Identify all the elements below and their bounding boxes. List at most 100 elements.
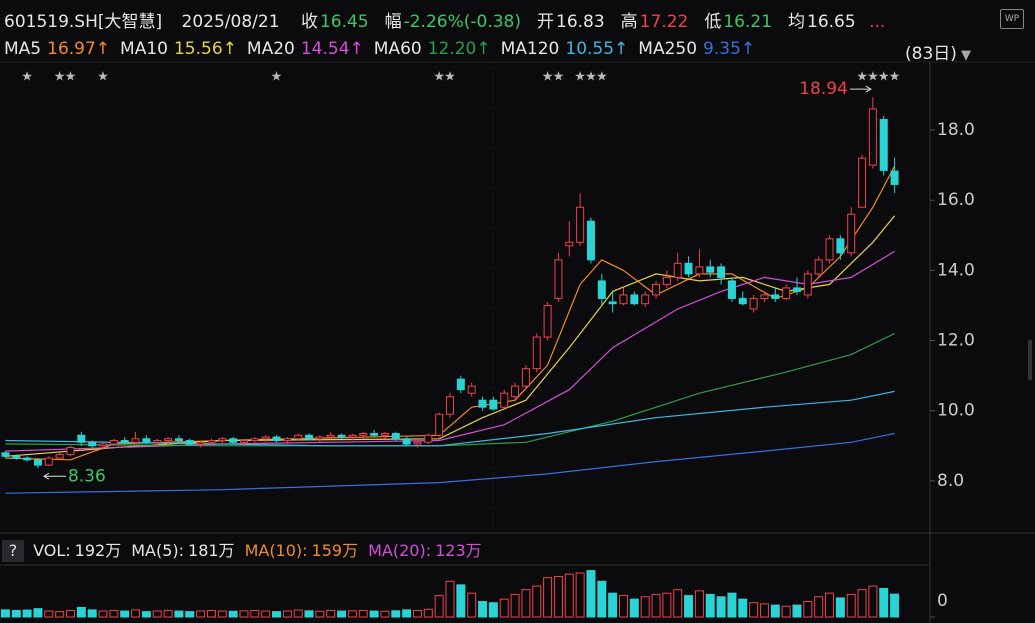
candle-body bbox=[597, 280, 606, 299]
candle-body bbox=[760, 294, 769, 299]
candle-body bbox=[868, 108, 877, 166]
volume-bar bbox=[423, 608, 433, 618]
ma-name: MA10 bbox=[120, 39, 168, 59]
ma-line bbox=[5, 332, 895, 447]
period[interactable]: (83日) ▼ bbox=[905, 44, 972, 64]
volume-bar bbox=[738, 598, 748, 618]
volume-bar bbox=[890, 593, 900, 618]
star: ★ bbox=[65, 70, 77, 85]
candle-body bbox=[858, 157, 867, 208]
candle-body bbox=[814, 259, 823, 275]
candle-body bbox=[641, 294, 650, 305]
candle-body bbox=[478, 399, 487, 408]
volume-bar bbox=[857, 589, 867, 618]
candle-body bbox=[511, 385, 520, 398]
volume-header: ? VOL: 192万 MA(5): 181万 MA(10): 159万 MA(20): 12… bbox=[0, 537, 930, 563]
volume-bar bbox=[868, 585, 878, 618]
candle-body bbox=[792, 287, 801, 292]
candle-body bbox=[66, 447, 75, 456]
period-label: (83日) bbox=[905, 44, 957, 64]
volume-bar bbox=[575, 572, 585, 618]
candle-body bbox=[630, 294, 639, 305]
volume-bar bbox=[532, 585, 542, 618]
volume-bar bbox=[846, 593, 856, 618]
volume-bar bbox=[586, 570, 596, 618]
star: ★ bbox=[433, 70, 445, 85]
candle-body bbox=[424, 434, 433, 443]
low-label: 8.36 bbox=[68, 466, 106, 486]
vol-value: 159万 bbox=[311, 541, 359, 560]
ma-value: 15.56↑ bbox=[173, 39, 237, 59]
candle-body bbox=[803, 273, 812, 296]
field-label: 高 bbox=[620, 12, 638, 32]
y-tick-label: 16.0 bbox=[937, 190, 975, 210]
star: ★ bbox=[444, 70, 456, 85]
volume-bar bbox=[326, 609, 336, 618]
star: ★ bbox=[54, 70, 66, 85]
vol-value: 181万 bbox=[188, 541, 235, 560]
volume-bar bbox=[445, 580, 455, 618]
volume-bar bbox=[770, 604, 780, 618]
candle-body bbox=[218, 438, 227, 442]
more[interactable]: ... bbox=[869, 12, 886, 32]
volume-bar bbox=[293, 609, 303, 618]
star: ★ bbox=[97, 70, 109, 85]
volume-bar bbox=[629, 598, 639, 618]
volume-bar bbox=[98, 610, 108, 618]
volume-bar bbox=[803, 601, 813, 618]
candle-body bbox=[77, 434, 86, 443]
volume-bar bbox=[467, 592, 477, 618]
candle-body bbox=[370, 433, 379, 436]
volume-bar bbox=[0, 609, 10, 618]
volume-bar bbox=[11, 609, 21, 618]
candle-body bbox=[239, 440, 248, 443]
star: ★ bbox=[553, 70, 565, 85]
volume-bar bbox=[272, 611, 282, 618]
candle-body bbox=[825, 238, 834, 261]
volume-bar bbox=[22, 609, 32, 618]
candle-body bbox=[337, 434, 346, 438]
volume-bar bbox=[76, 606, 86, 618]
vol-name: VOL: bbox=[33, 541, 71, 560]
volume-bar bbox=[315, 610, 325, 618]
candle-body bbox=[489, 399, 498, 410]
candle-body bbox=[164, 438, 173, 442]
vol-name: MA(5): bbox=[131, 541, 185, 560]
candle-body bbox=[890, 170, 899, 185]
volume-bar bbox=[261, 610, 271, 618]
field-value: 16.65 bbox=[807, 12, 856, 32]
y-tick-label: 14.0 bbox=[937, 260, 975, 280]
star: ★ bbox=[596, 70, 608, 85]
candle-body bbox=[500, 392, 509, 408]
volume-bar bbox=[185, 611, 195, 618]
volume-bar bbox=[141, 611, 151, 618]
candle-body bbox=[294, 434, 303, 440]
help-icon[interactable]: ? bbox=[2, 540, 24, 562]
candle-body bbox=[543, 304, 552, 338]
ma-name: MA20 bbox=[246, 39, 295, 59]
candle-body bbox=[185, 440, 194, 445]
star: ★ bbox=[542, 70, 554, 85]
candle-body bbox=[305, 434, 314, 440]
candle-body bbox=[55, 454, 64, 459]
volume-bar bbox=[163, 609, 173, 618]
ma-line bbox=[5, 165, 896, 461]
ma-legend: MA5 16.97↑ MA10 15.56↑ MA20 14.54↑ MA60 12.20↑ M… bbox=[4, 39, 765, 59]
volume-bar bbox=[33, 608, 43, 618]
volume-bar bbox=[651, 593, 661, 618]
y-tick-label: 12.0 bbox=[937, 331, 975, 351]
scrollbar[interactable] bbox=[1028, 340, 1032, 380]
volume-bar bbox=[131, 609, 141, 618]
field-value: 16.83 bbox=[556, 12, 605, 32]
star: ★ bbox=[867, 70, 879, 85]
ma-value: 12.20↑ bbox=[427, 39, 491, 59]
candle-body bbox=[521, 368, 530, 387]
wp-icon[interactable]: WP bbox=[1000, 9, 1024, 29]
vol-value: 123万 bbox=[435, 541, 482, 560]
symbol: 601519.SH[大智慧] bbox=[4, 12, 163, 32]
candle-body bbox=[608, 301, 617, 305]
volume-bar bbox=[684, 595, 694, 618]
star: ★ bbox=[271, 70, 283, 85]
candle-body bbox=[229, 438, 238, 443]
field-label: 均 bbox=[788, 12, 806, 32]
